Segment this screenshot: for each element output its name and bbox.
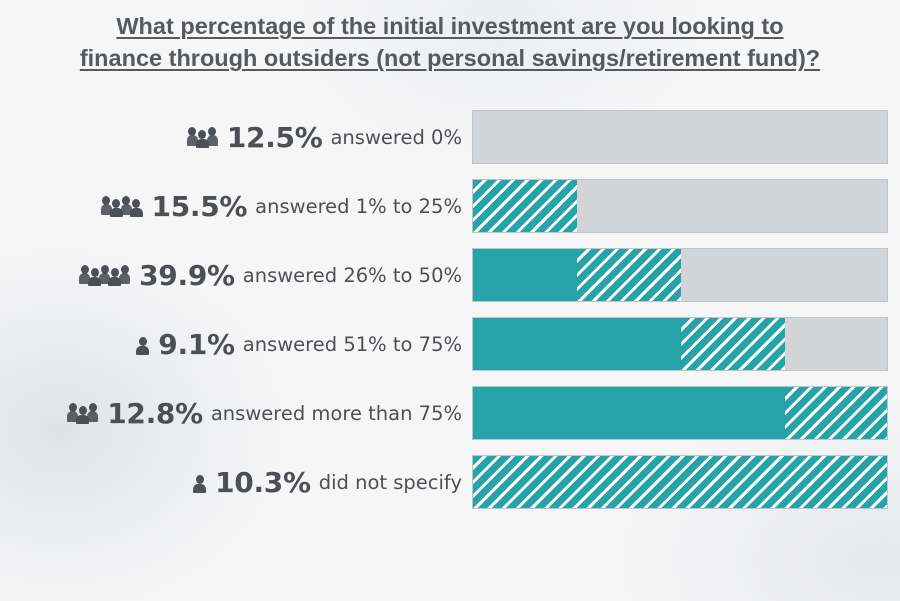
bar-row: 39.9% answered 26% to 50%: [0, 247, 900, 303]
bar-hatched-segment: [785, 387, 887, 439]
person-figure-icon: [193, 471, 207, 493]
person-figure-icon: [206, 126, 218, 148]
bar-label: 39.9% answered 26% to 50%: [79, 247, 462, 303]
bar-track: [472, 386, 888, 440]
bar-category-label: answered 0%: [330, 125, 462, 149]
bar-row: 12.8% answered more than 75%: [0, 385, 900, 441]
bar-label: 12.5% answered 0%: [186, 109, 462, 165]
bar-track: [472, 317, 888, 371]
bar-percent-label: 12.5%: [226, 120, 323, 154]
person-figure-icon: [99, 264, 111, 286]
bar-row: 12.5% answered 0%: [0, 109, 900, 165]
person-figure-icon: [120, 195, 132, 217]
person-figure-icon: [67, 402, 79, 424]
chart-title-line-2: finance through outsiders (not personal …: [79, 45, 821, 71]
person-figure-icon: [129, 195, 143, 217]
bar-track: [472, 110, 888, 164]
person-figure-icon: [87, 402, 99, 424]
bar-percent-label: 12.8%: [107, 396, 203, 430]
group-3-people-icon: [186, 126, 218, 148]
person-figure-icon: [186, 126, 198, 148]
bar-row: 15.5% answered 1% to 25%: [0, 178, 900, 234]
person-icon: [193, 471, 207, 493]
bar-solid-segment: [473, 318, 681, 370]
bar-percent-label: 39.9%: [139, 258, 235, 292]
bar-percent-label: 10.3%: [215, 465, 311, 499]
person-figure-icon: [88, 264, 102, 286]
bar-category-label: answered 26% to 50%: [242, 263, 462, 287]
bar-solid-segment: [473, 249, 577, 301]
bar-category-label: answered more than 75%: [210, 401, 462, 425]
chart-title: What percentage of the initial investmen…: [0, 10, 900, 74]
bar-category-label: answered 1% to 25%: [255, 194, 462, 218]
bar-percent-label: 9.1%: [158, 327, 235, 361]
bar-hatched-segment: [473, 456, 887, 508]
bar-hatched-segment: [681, 318, 785, 370]
bar-label: 15.5% answered 1% to 25%: [100, 178, 462, 234]
person-figure-icon: [76, 402, 90, 424]
person-figure-icon: [100, 195, 112, 217]
group-5-people-icon: [79, 264, 131, 286]
person-figure-icon: [195, 126, 209, 148]
bar-percent-label: 15.5%: [151, 189, 248, 223]
person-figure-icon: [108, 264, 122, 286]
person-icon: [136, 333, 150, 355]
bar-row: 10.3% did not specify: [0, 454, 900, 510]
person-figure-icon: [136, 333, 150, 355]
bar-track: [472, 179, 888, 233]
bar-track: [472, 455, 888, 509]
bar-row: 9.1% answered 51% to 75%: [0, 316, 900, 372]
bar-hatched-segment: [473, 180, 577, 232]
bar-label: 10.3% did not specify: [193, 454, 462, 510]
bar-label: 9.1% answered 51% to 75%: [136, 316, 462, 372]
group-4-people-icon: [100, 195, 143, 217]
bar-label: 12.8% answered more than 75%: [67, 385, 462, 441]
person-figure-icon: [109, 195, 123, 217]
person-figure-icon: [119, 264, 131, 286]
bar-solid-segment: [473, 387, 785, 439]
chart-title-line-1: What percentage of the initial investmen…: [116, 13, 784, 39]
group-3-people-icon: [67, 402, 99, 424]
bar-hatched-segment: [577, 249, 681, 301]
bar-category-label: answered 51% to 75%: [242, 332, 462, 356]
bar-track: [472, 248, 888, 302]
bar-category-label: did not specify: [318, 470, 462, 494]
person-figure-icon: [79, 264, 91, 286]
